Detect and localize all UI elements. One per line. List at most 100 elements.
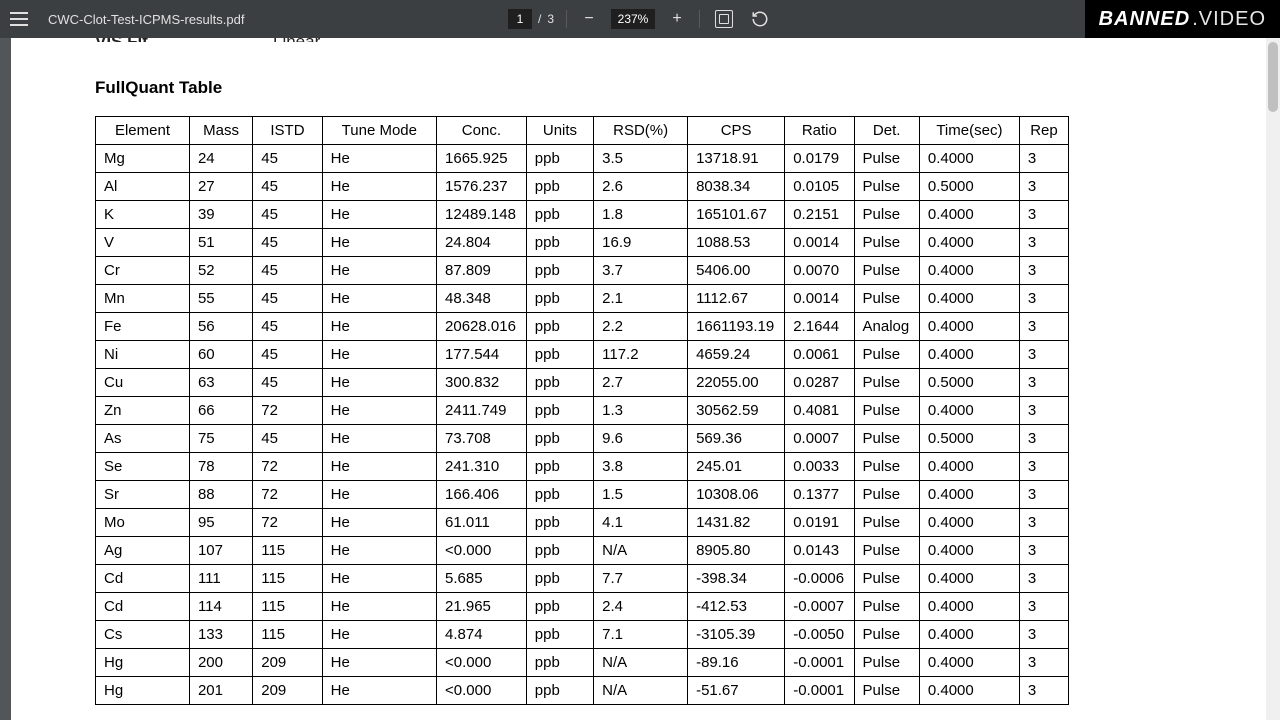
table-cell: ppb [526, 313, 593, 341]
document-viewport[interactable]: VIS Fit Linear FullQuant Table ElementMa… [0, 38, 1280, 720]
table-title: FullQuant Table [95, 78, 1185, 98]
table-cell: -412.53 [688, 593, 785, 621]
table-cell: 115 [253, 537, 322, 565]
table-cell: 30562.59 [688, 397, 785, 425]
zoom-level-input[interactable] [611, 9, 655, 29]
watermark-logo: BANNED.VIDEO [1085, 0, 1280, 38]
page-number-input[interactable] [508, 9, 532, 29]
page-separator: / [538, 12, 541, 26]
table-cell: 115 [253, 621, 322, 649]
table-body: Mg2445He1665.925ppb3.513718.910.0179Puls… [96, 145, 1069, 705]
table-cell: 9.6 [594, 425, 688, 453]
toolbar-center-controls: / 3 − + [508, 7, 772, 31]
table-header-cell: Mass [189, 117, 252, 145]
hamburger-menu-icon[interactable] [10, 12, 28, 26]
table-header-cell: ISTD [253, 117, 322, 145]
table-cell: 1431.82 [688, 509, 785, 537]
table-cell: 0.0179 [785, 145, 854, 173]
scrollbar-thumb[interactable] [1268, 42, 1278, 112]
table-cell: 1661193.19 [688, 313, 785, 341]
table-cell: 245.01 [688, 453, 785, 481]
table-cell: He [322, 285, 436, 313]
table-cell: 45 [253, 229, 322, 257]
table-cell: K [96, 201, 190, 229]
table-cell: 0.4000 [919, 201, 1019, 229]
table-cell: 209 [253, 677, 322, 705]
table-row: Ni6045He177.544ppb117.24659.240.0061Puls… [96, 341, 1069, 369]
table-cell: 0.0191 [785, 509, 854, 537]
table-header-cell: Element [96, 117, 190, 145]
table-cell: Ni [96, 341, 190, 369]
table-cell: -51.67 [688, 677, 785, 705]
table-cell: 0.4000 [919, 649, 1019, 677]
table-cell: 0.4000 [919, 593, 1019, 621]
table-cell: 55 [189, 285, 252, 313]
table-cell: 0.4000 [919, 509, 1019, 537]
zoom-out-button[interactable]: − [579, 9, 599, 29]
table-cell: 0.0014 [785, 285, 854, 313]
zoom-in-button[interactable]: + [667, 9, 687, 29]
table-cell: 3.5 [594, 145, 688, 173]
table-cell: 45 [253, 173, 322, 201]
table-cell: 24.804 [437, 229, 527, 257]
table-cell: 21.965 [437, 593, 527, 621]
table-cell: -0.0001 [785, 677, 854, 705]
table-cell: 114 [189, 593, 252, 621]
rotate-icon[interactable] [748, 7, 772, 31]
table-cell: 10308.06 [688, 481, 785, 509]
table-row: Ag107115He<0.000ppbN/A8905.800.0143Pulse… [96, 537, 1069, 565]
table-cell: 117.2 [594, 341, 688, 369]
table-cell: Pulse [854, 453, 919, 481]
table-cell: 51 [189, 229, 252, 257]
table-cell: 0.0061 [785, 341, 854, 369]
table-cell: 2.6 [594, 173, 688, 201]
table-cell: He [322, 593, 436, 621]
table-cell: ppb [526, 537, 593, 565]
table-cell: 3 [1019, 145, 1068, 173]
table-cell: Pulse [854, 621, 919, 649]
table-cell: He [322, 173, 436, 201]
table-cell: 3 [1019, 285, 1068, 313]
table-cell: 201 [189, 677, 252, 705]
table-cell: Pulse [854, 565, 919, 593]
table-cell: Cu [96, 369, 190, 397]
table-cell: <0.000 [437, 537, 527, 565]
vertical-scrollbar[interactable] [1266, 38, 1280, 720]
table-cell: 61.011 [437, 509, 527, 537]
table-cell: 22055.00 [688, 369, 785, 397]
table-cell: -0.0050 [785, 621, 854, 649]
table-cell: 72 [253, 397, 322, 425]
vis-fit-row: VIS Fit Linear [95, 38, 1185, 42]
table-cell: 0.4000 [919, 145, 1019, 173]
table-cell: 3 [1019, 621, 1068, 649]
table-cell: 4.1 [594, 509, 688, 537]
table-cell: 56 [189, 313, 252, 341]
table-cell: 48.348 [437, 285, 527, 313]
table-cell: N/A [594, 677, 688, 705]
table-header-cell: CPS [688, 117, 785, 145]
table-cell: 111 [189, 565, 252, 593]
table-cell: ppb [526, 621, 593, 649]
table-row: K3945He12489.148ppb1.8165101.670.2151Pul… [96, 201, 1069, 229]
table-row: Mg2445He1665.925ppb3.513718.910.0179Puls… [96, 145, 1069, 173]
table-row: As7545He73.708ppb9.6569.360.0007Pulse0.5… [96, 425, 1069, 453]
table-cell: 3 [1019, 565, 1068, 593]
table-row: Mn5545He48.348ppb2.11112.670.0014Pulse0.… [96, 285, 1069, 313]
table-cell: Sr [96, 481, 190, 509]
table-cell: Pulse [854, 369, 919, 397]
page-total: 3 [547, 12, 554, 26]
table-cell: 13718.91 [688, 145, 785, 173]
table-header-cell: Ratio [785, 117, 854, 145]
fit-page-icon[interactable] [712, 7, 736, 31]
table-header-cell: Conc. [437, 117, 527, 145]
table-cell: 60 [189, 341, 252, 369]
table-cell: 7.1 [594, 621, 688, 649]
table-cell: ppb [526, 677, 593, 705]
table-cell: 0.4000 [919, 565, 1019, 593]
table-cell: 16.9 [594, 229, 688, 257]
table-cell: Pulse [854, 425, 919, 453]
table-cell: 1112.67 [688, 285, 785, 313]
table-cell: 200 [189, 649, 252, 677]
table-cell: Mg [96, 145, 190, 173]
table-cell: 0.0105 [785, 173, 854, 201]
